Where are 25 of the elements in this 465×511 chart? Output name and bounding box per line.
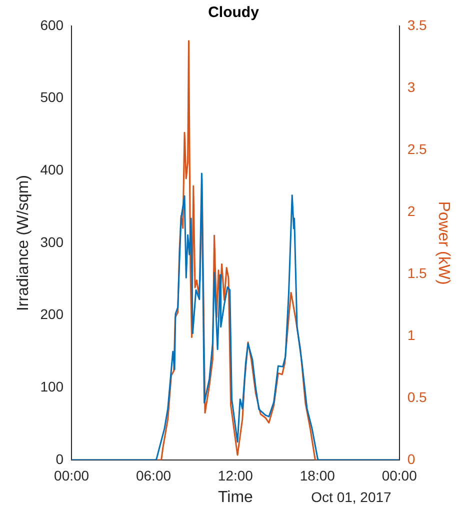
x-tick-label: 00:00: [382, 467, 418, 484]
y2-tick-label: 3: [407, 78, 416, 95]
y-axis-title: Irradiance (W/sqm): [15, 174, 32, 312]
y2-tick-label: 3.5: [407, 16, 428, 33]
y-tick-label: 600: [40, 16, 64, 33]
y2-tick-label: 0.5: [407, 388, 428, 405]
y2-tick-label: 0: [407, 450, 416, 467]
y-tick-label: 300: [40, 234, 64, 250]
y2-tick-label: 1: [407, 326, 416, 343]
x-tick-label: 12:00: [218, 467, 254, 484]
y2-axis-title: Power (kW): [434, 201, 452, 285]
y-tick-label: 200: [40, 306, 64, 322]
text: Oct 01, 2017: [311, 489, 392, 505]
x-tick-label: 06:00: [136, 467, 172, 484]
y-tick-label: 100: [40, 378, 64, 395]
y2-tick-label: 1.5: [407, 264, 428, 281]
chart-title: Cloudy: [208, 4, 260, 22]
y2-tick-label: 2: [407, 202, 416, 219]
x-tick-label: 18:00: [300, 467, 336, 484]
y-tick-label: 500: [40, 89, 64, 106]
y-tick-label: 400: [40, 162, 64, 178]
x-axis-title: Time: [218, 488, 254, 506]
y2-tick-label: 2.5: [407, 140, 428, 157]
x-tick-label: 00:00: [54, 467, 90, 484]
y-tick-label: 0: [56, 450, 64, 467]
